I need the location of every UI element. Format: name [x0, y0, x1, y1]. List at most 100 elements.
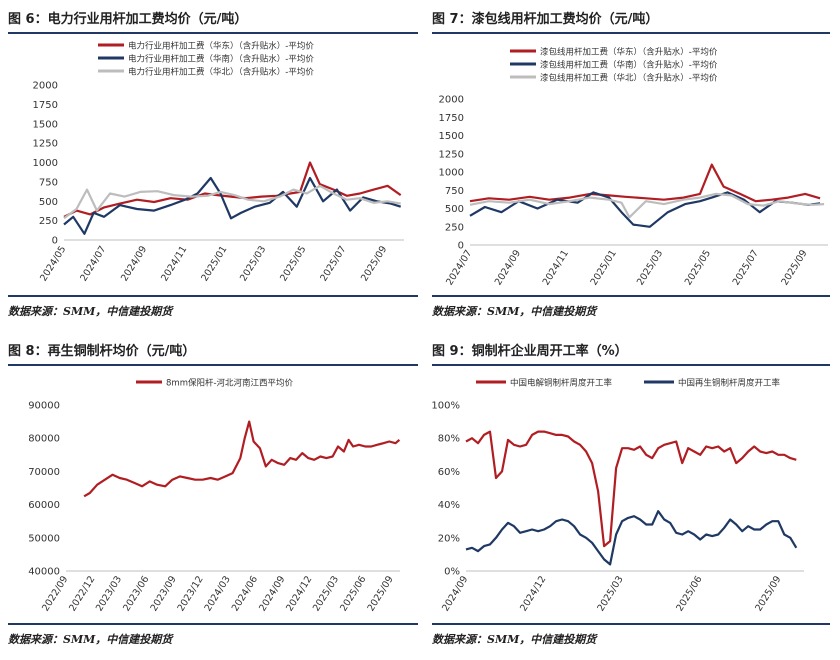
x-tick-label: 2025/06: [338, 574, 368, 613]
y-tick-label: 0%: [444, 567, 460, 578]
title-rule: [432, 32, 830, 34]
source-note: 数据来源：SMM，中信建投期货: [432, 633, 597, 646]
y-tick-label: 40000: [28, 567, 60, 578]
x-tick-label: 2024/03: [203, 574, 233, 613]
x-tick-label: 2024/09: [257, 574, 287, 613]
x-tick-label: 2025/07: [318, 244, 348, 283]
y-tick-label: 2000: [33, 81, 58, 92]
chart-panel-9: 图 9：铜制杆企业周开工率（%） 0% 20% 40% 60% 80% 100% 2024/…: [432, 340, 832, 656]
y-tick-label: 80%: [438, 434, 460, 445]
series-line: [469, 163, 821, 203]
y-tick-label: 750: [445, 186, 464, 197]
y-tick-label: 80000: [28, 434, 60, 445]
y-tick-label: 0: [52, 236, 58, 247]
series-line: [83, 420, 401, 498]
x-tick-label: 2025/05: [683, 248, 713, 287]
x-tick-label: 2025/07: [731, 248, 761, 287]
x-tick-label: 2024/07: [444, 248, 474, 287]
source-rule: [8, 295, 418, 297]
chart-title: 图 8：再生铜制杆均价（元/吨）: [8, 344, 196, 359]
legend-label: 电力行业用杆加工费（华东）（含升贴水）-平均价: [128, 41, 314, 52]
y-tick-label: 2000: [439, 95, 464, 106]
source-rule: [432, 295, 830, 297]
x-tick-label: 2023/06: [121, 574, 151, 613]
source-rule: [432, 623, 830, 625]
y-tick-label: 1250: [33, 139, 58, 150]
y-tick-label: 50000: [28, 533, 60, 544]
y-tick-label: 60000: [28, 500, 60, 511]
y-tick-label: 60%: [438, 467, 460, 478]
x-tick-label: 2024/06: [230, 574, 260, 613]
y-tick-label: 40%: [438, 500, 460, 511]
series-line: [469, 192, 825, 219]
y-tick-label: 1250: [439, 149, 464, 160]
x-tick-label: 2024/09: [440, 574, 470, 613]
x-tick-label: 2023/09: [149, 574, 179, 613]
legend-label: 中国电解铜制杆周度开工率: [510, 378, 613, 389]
series-line: [63, 184, 401, 220]
series-line: [469, 191, 821, 228]
chart-panel-6: 图 6：电力行业用杆加工费均价（元/吨） 0 250 500 750 1000 1250 1…: [8, 8, 420, 326]
series-line: [465, 430, 797, 548]
y-tick-label: 250: [445, 222, 464, 233]
x-tick-label: 2024/11: [159, 244, 189, 283]
y-tick-label: 500: [39, 197, 58, 208]
y-tick-label: 100%: [432, 401, 460, 412]
chart-panel-7: 图 7：漆包线用杆加工费均价（元/吨） 0 250 500 750 1000 1250 15…: [432, 8, 832, 326]
chart-title: 图 7：漆包线用杆加工费均价（元/吨）: [432, 12, 659, 27]
chart-panel-8: 图 8：再生铜制杆均价（元/吨） 40000 50000 60000 70000 800…: [8, 340, 420, 656]
y-tick-label: 1500: [439, 131, 464, 142]
source-note: 数据来源：SMM，中信建投期货: [8, 305, 173, 318]
x-tick-label: 2022/09: [40, 574, 70, 613]
y-tick-label: 1750: [439, 113, 464, 124]
x-tick-label: 2025/01: [589, 248, 619, 287]
x-tick-label: 2023/03: [94, 574, 124, 613]
y-tick-label: 1750: [33, 100, 58, 111]
x-tick-label: 2025/06: [674, 574, 704, 613]
chart-title: 图 6：电力行业用杆加工费均价（元/吨）: [8, 12, 248, 27]
legend-label: 中国再生铜制杆周度开工率: [678, 378, 781, 389]
series-line: [63, 176, 402, 235]
line-chart: 0 250 500 750 1000 1250 1500 1750 2000 2024/07 202…: [439, 47, 828, 287]
x-tick-label: 2024/09: [119, 244, 149, 283]
x-tick-label: 2025/05: [278, 244, 308, 283]
source-note: 数据来源：SMM，中信建投期货: [432, 305, 597, 318]
y-tick-label: 1500: [33, 119, 58, 130]
y-tick-label: 0: [458, 241, 464, 252]
x-tick-label: 2025/03: [635, 248, 665, 287]
title-rule: [8, 364, 418, 366]
x-tick-label: 2025/01: [199, 244, 229, 283]
source-note: 数据来源：SMM，中信建投期货: [8, 633, 173, 646]
legend-label: 漆包线用杆加工费（华北）（含升贴水）-平均价: [540, 73, 718, 84]
x-tick-label: 2025/03: [595, 574, 625, 613]
legend-label: 8mm保阳杆-河北河南江西平均价: [166, 378, 294, 389]
legend-label: 电力行业用杆加工费（华北）（含升贴水）-平均价: [128, 67, 314, 78]
y-tick-label: 1000: [439, 168, 464, 179]
legend-label: 电力行业用杆加工费（华南）（含升贴水）-平均价: [128, 54, 314, 65]
title-rule: [8, 32, 418, 34]
x-tick-label: 2024/09: [493, 248, 523, 287]
x-tick-label: 2025/03: [311, 574, 341, 613]
y-tick-label: 20%: [438, 533, 460, 544]
x-tick-label: 2024/07: [78, 244, 108, 283]
title-rule: [432, 364, 830, 366]
source-rule: [8, 623, 418, 625]
x-tick-label: 2024/11: [541, 248, 571, 287]
y-tick-label: 750: [39, 177, 58, 188]
x-tick-label: 2023/12: [176, 574, 206, 613]
x-tick-label: 2024/12: [518, 574, 548, 613]
line-chart: 40000 50000 60000 70000 80000 90000 2022/09 202…: [28, 378, 401, 613]
legend-label: 漆包线用杆加工费（华东）（含升贴水）-平均价: [540, 47, 718, 58]
x-tick-label: 2025/09: [366, 574, 396, 613]
x-tick-label: 2025/09: [779, 248, 809, 287]
x-tick-label: 2025/03: [238, 244, 268, 283]
y-tick-label: 70000: [28, 467, 60, 478]
line-chart: 0 250 500 750 1000 1250 1500 1750 2000 2024/05 202…: [33, 41, 404, 283]
legend-label: 漆包线用杆加工费（华南）（含升贴水）-平均价: [540, 60, 718, 71]
y-tick-label: 250: [39, 216, 58, 227]
x-tick-label: 2025/09: [753, 574, 783, 613]
x-tick-label: 2025/09: [359, 244, 389, 283]
chart-title: 图 9：铜制杆企业周开工率（%）: [432, 344, 628, 359]
line-chart: 0% 20% 40% 60% 80% 100% 2024/09 2024/12 2025/03 2…: [432, 378, 804, 613]
y-tick-label: 90000: [28, 401, 60, 412]
